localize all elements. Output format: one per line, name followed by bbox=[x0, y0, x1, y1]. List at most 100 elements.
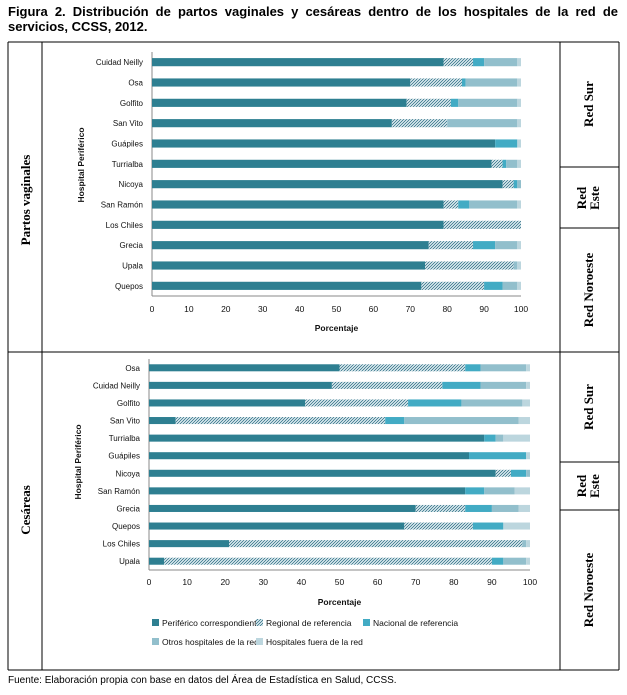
bar-upala-periferico-correspondiente bbox=[149, 557, 165, 565]
bar-upala-nacional-de-referencia bbox=[491, 557, 504, 565]
bar-quepos-periferico-correspondiente bbox=[152, 281, 422, 290]
category-label-osa: Osa bbox=[128, 79, 143, 88]
x-tick-label: 100 bbox=[523, 577, 537, 587]
bar-golfito-periferico-correspondiente bbox=[149, 399, 306, 407]
x-tick-label: 20 bbox=[221, 304, 231, 314]
bar-los-chiles-otros-hospitales-de-la-red bbox=[522, 540, 527, 548]
bar-cuidad-neilly-hospitales-fuera-de-la-red bbox=[526, 381, 530, 389]
bar-san-vito-periferico-correspondiente bbox=[149, 417, 176, 425]
bar-nicoya-regional-de-referencia bbox=[502, 180, 514, 189]
bar-quepos-nacional-de-referencia bbox=[472, 522, 504, 530]
bar-upala-regional-de-referencia bbox=[164, 557, 492, 565]
legend-swatch-regional-de-referencia bbox=[256, 619, 263, 626]
bar-nicoya-periferico-correspondiente bbox=[152, 180, 503, 189]
bar-osa-nacional-de-referencia bbox=[461, 78, 466, 87]
bar-turrialba-nacional-de-referencia bbox=[484, 434, 496, 442]
bar-quepos-regional-de-referencia bbox=[421, 281, 485, 290]
x-tick-label: 70 bbox=[411, 577, 421, 587]
bar-turrialba-hospitales-fuera-de-la-red bbox=[517, 159, 521, 168]
bar-grecia-hospitales-fuera-de-la-red bbox=[518, 504, 530, 512]
bar-nicoya-nacional-de-referencia bbox=[513, 180, 518, 189]
bar-quepos-hospitales-fuera-de-la-red bbox=[517, 281, 521, 290]
bar-golfito-nacional-de-referencia bbox=[450, 98, 459, 107]
category-label-grecia: Grecia bbox=[119, 241, 143, 250]
category-label-cuidad-neilly: Cuidad Neilly bbox=[96, 58, 143, 67]
x-tick-label: 40 bbox=[297, 577, 307, 587]
bar-golfito-hospitales-fuera-de-la-red bbox=[517, 98, 521, 107]
legend-label-periferico-correspondiente: Periférico correspondiente bbox=[162, 618, 261, 628]
bar-quepos-nacional-de-referencia bbox=[484, 281, 503, 290]
bar-grecia-otros-hospitales-de-la-red bbox=[491, 504, 519, 512]
bar-guapiles-periferico-correspondiente bbox=[152, 139, 496, 148]
bar-grecia-hospitales-fuera-de-la-red bbox=[517, 241, 521, 250]
bar-quepos-periferico-correspondiente bbox=[149, 522, 405, 530]
bar-san-vito-otros-hospitales-de-la-red bbox=[404, 417, 519, 425]
category-label-los-chiles: Los Chiles bbox=[103, 540, 140, 549]
bar-los-chiles-regional-de-referencia bbox=[229, 540, 523, 548]
bar-san-vito-regional-de-referencia bbox=[391, 119, 448, 128]
bar-golfito-nacional-de-referencia bbox=[408, 399, 462, 407]
bar-grecia-periferico-correspondiente bbox=[152, 241, 429, 250]
bar-los-chiles-periferico-correspondiente bbox=[149, 540, 230, 548]
bar-san-vito-nacional-de-referencia bbox=[385, 417, 405, 425]
x-tick-label: 50 bbox=[332, 304, 342, 314]
legend-label-nacional-de-referencia: Nacional de referencia bbox=[373, 618, 458, 628]
bar-san-vito-regional-de-referencia bbox=[175, 417, 386, 425]
bar-san-vito-periferico-correspondiente bbox=[152, 119, 392, 128]
bar-upala-periferico-correspondiente bbox=[152, 261, 426, 270]
bar-san-ramon-nacional-de-referencia bbox=[465, 487, 485, 495]
bar-quepos-hospitales-fuera-de-la-red bbox=[503, 522, 530, 530]
bar-osa-otros-hospitales-de-la-red bbox=[480, 364, 527, 372]
figure-source: Fuente: Elaboración propia con base en d… bbox=[8, 675, 397, 686]
category-label-san-vito: San Vito bbox=[110, 417, 141, 426]
category-label-golfito: Golfito bbox=[120, 99, 144, 108]
bar-osa-regional-de-referencia bbox=[339, 364, 466, 372]
category-label-quepos: Quepos bbox=[112, 522, 140, 531]
category-label-san-ramon: San Ramón bbox=[98, 487, 140, 496]
bar-san-ramon-regional-de-referencia bbox=[443, 200, 459, 209]
network-label-red-noroeste-bottom: Red Noroeste bbox=[581, 553, 596, 628]
legend-label-hospitales-fuera-de-la-red: Hospitales fuera de la red bbox=[266, 637, 363, 647]
bar-cuidad-neilly-periferico-correspondiente bbox=[152, 58, 444, 67]
x-tick-label: 60 bbox=[373, 577, 383, 587]
bar-nicoya-otros-hospitales-de-la-red bbox=[526, 469, 530, 477]
network-label-red-este-bottom: RedEste bbox=[574, 474, 602, 498]
bar-upala-hospitales-fuera-de-la-red bbox=[526, 557, 530, 565]
row-label-partos-vaginales: Partos vaginales bbox=[18, 155, 33, 246]
bar-san-ramon-hospitales-fuera-de-la-red bbox=[517, 200, 521, 209]
category-label-san-ramon: San Ramón bbox=[101, 201, 143, 210]
bar-golfito-regional-de-referencia bbox=[305, 399, 409, 407]
bar-cuidad-neilly-nacional-de-referencia bbox=[442, 381, 481, 389]
x-tick-label: 20 bbox=[220, 577, 230, 587]
bar-osa-otros-hospitales-de-la-red bbox=[465, 78, 518, 87]
x-tick-label: 50 bbox=[335, 577, 345, 587]
x-tick-label: 30 bbox=[259, 577, 269, 587]
figure-frame bbox=[7, 41, 620, 671]
bar-turrialba-hospitales-fuera-de-la-red bbox=[503, 434, 530, 442]
x-tick-label: 30 bbox=[258, 304, 268, 314]
bar-cuidad-neilly-hospitales-fuera-de-la-red bbox=[517, 58, 521, 67]
x-tick-label: 10 bbox=[182, 577, 192, 587]
category-label-cuidad-neilly: Cuidad Neilly bbox=[93, 381, 140, 390]
bar-los-chiles-regional-de-referencia bbox=[443, 220, 521, 229]
bar-los-chiles-hospitales-fuera-de-la-red bbox=[526, 540, 530, 548]
category-label-guapiles: Guápiles bbox=[108, 452, 140, 461]
bar-osa-regional-de-referencia bbox=[410, 78, 462, 87]
figure-title: Figura 2. Distribución de partos vaginal… bbox=[8, 4, 618, 34]
bar-turrialba-periferico-correspondiente bbox=[152, 159, 492, 168]
bar-guapiles-periferico-correspondiente bbox=[149, 452, 470, 460]
bar-san-ramon-hospitales-fuera-de-la-red bbox=[514, 487, 530, 495]
bar-guapiles-nacional-de-referencia bbox=[495, 139, 518, 148]
bar-turrialba-periferico-correspondiente bbox=[149, 434, 485, 442]
x-tick-label: 0 bbox=[150, 304, 155, 314]
bar-san-ramon-otros-hospitales-de-la-red bbox=[469, 200, 518, 209]
legend-swatch-otros-hospitales-de-la-red bbox=[152, 638, 159, 645]
category-label-quepos: Quepos bbox=[115, 282, 143, 291]
bar-upala-otros-hospitales-de-la-red bbox=[513, 261, 518, 270]
bar-nicoya-otros-hospitales-de-la-red bbox=[517, 180, 521, 189]
bar-golfito-periferico-correspondiente bbox=[152, 98, 407, 107]
y-axis-title: Hospital Periférico bbox=[73, 424, 83, 499]
x-tick-label: 90 bbox=[479, 304, 489, 314]
bar-cuidad-neilly-periferico-correspondiente bbox=[149, 381, 332, 389]
bar-golfito-regional-de-referencia bbox=[406, 98, 451, 107]
